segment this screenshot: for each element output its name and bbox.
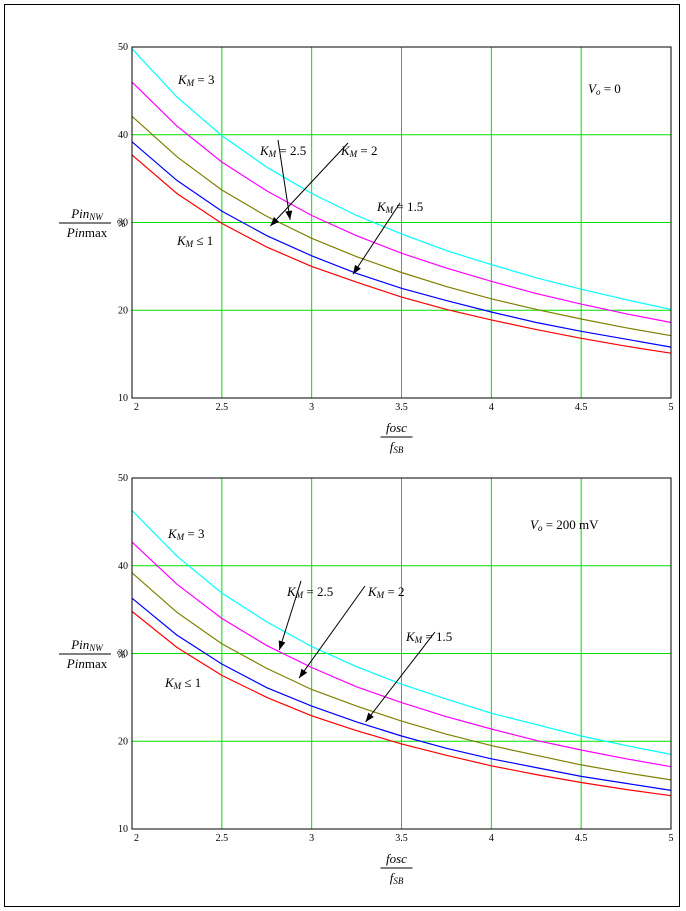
km-arrow-head: [299, 668, 308, 679]
x-tick-label: 3.5: [395, 402, 408, 413]
x-axis-label-numerator: fosc: [386, 420, 407, 435]
x-tick-label: 4: [489, 402, 494, 413]
km-arrow-line: [352, 202, 401, 275]
series-line-4: [131, 541, 672, 768]
y-axis-unit: %: [117, 219, 125, 230]
series-line-4: [131, 81, 672, 324]
series-line-3: [131, 572, 672, 781]
series-line-5: [131, 510, 672, 755]
series-line-3: [131, 115, 672, 337]
series-line-5: [131, 48, 672, 310]
y-axis-unit: %: [117, 650, 125, 661]
x-tick-label: 2: [134, 833, 139, 844]
y-tick-label: 50: [118, 473, 128, 484]
figure-frame: 2 2.5 3 3.5 4 4.5 5 10 20 30 40 50 fosc fSB PinNW Pinma…: [4, 4, 680, 907]
y-axis-label-numerator: PinNW: [70, 206, 104, 222]
y-axis-label-denominator: Pinmax: [66, 656, 108, 671]
x-axis-label-denominator: fSB: [390, 870, 404, 886]
chart-panel-1: 2 2.5 3 3.5 4 4.5 5 10 20 30 40 50 fosc fSB PinNW Pinma…: [59, 42, 674, 455]
x-axis-label-numerator: fosc: [386, 851, 407, 866]
chart-panel-2: 2 2.5 3 3.5 4 4.5 5 10 20 30 40 50 fosc fSB PinNW Pinma…: [59, 473, 674, 886]
y-tick-label: 50: [118, 42, 128, 53]
km-arrow-line: [269, 142, 349, 227]
km-annotation-4: KM = 1.5: [376, 199, 423, 215]
km-annotation-2: KM = 2.5: [259, 143, 306, 159]
km-annotation-1: KM = 3: [167, 526, 205, 542]
y-tick-label: 10: [118, 824, 128, 835]
y-tick-label: 40: [118, 561, 128, 572]
x-tick-label: 2: [134, 402, 139, 413]
x-axis-label-denominator: fSB: [390, 439, 404, 455]
km-annotation-3: KM = 2: [340, 143, 378, 159]
plot-area-border: [131, 477, 672, 830]
km-annotation-5: KM ≤ 1: [176, 233, 213, 249]
y-tick-label: 30: [118, 649, 128, 660]
km-arrow-line: [365, 631, 436, 723]
x-tick-label: 5: [669, 402, 674, 413]
x-tick-label: 2.5: [216, 402, 229, 413]
y-tick-label: 20: [118, 736, 128, 747]
series-line-2: [131, 597, 672, 791]
x-tick-label: 3: [309, 833, 314, 844]
condition-label: Vo = 0: [588, 81, 621, 97]
plot-area-border: [131, 46, 672, 399]
km-arrow-head: [270, 217, 280, 227]
series-line-1: [131, 610, 672, 797]
y-tick-label: 30: [118, 218, 128, 229]
y-tick-label: 10: [118, 393, 128, 404]
km-arrow-head: [352, 264, 361, 275]
km-arrow-head: [285, 210, 293, 220]
km-arrow-head: [278, 640, 286, 650]
km-annotation-2: KM = 2.5: [286, 584, 333, 600]
x-tick-label: 4.5: [575, 402, 588, 413]
chart-figure: 2 2.5 3 3.5 4 4.5 5 10 20 30 40 50 fosc fSB PinNW Pinma…: [59, 42, 674, 886]
x-tick-label: 2.5: [216, 833, 229, 844]
y-axis-label-denominator: Pinmax: [66, 225, 108, 240]
km-arrow-line: [298, 585, 366, 679]
km-annotation-5: KM ≤ 1: [164, 675, 201, 691]
x-tick-label: 3.5: [395, 833, 408, 844]
series-line-1: [131, 154, 672, 354]
series-line-2: [131, 141, 672, 348]
km-annotation-1: KM = 3: [177, 72, 215, 88]
x-tick-label: 5: [669, 833, 674, 844]
x-tick-label: 4.5: [575, 833, 588, 844]
km-annotation-4: KM = 1.5: [405, 629, 452, 645]
x-tick-label: 4: [489, 833, 494, 844]
y-tick-label: 40: [118, 130, 128, 141]
km-annotation-3: KM = 2: [367, 584, 405, 600]
y-tick-label: 20: [118, 305, 128, 316]
y-axis-label-numerator: PinNW: [70, 637, 104, 653]
km-arrow-head: [365, 712, 374, 722]
condition-label: Vo = 200 mV: [530, 517, 599, 533]
x-tick-label: 3: [309, 402, 314, 413]
km-arrow-line: [278, 580, 302, 651]
